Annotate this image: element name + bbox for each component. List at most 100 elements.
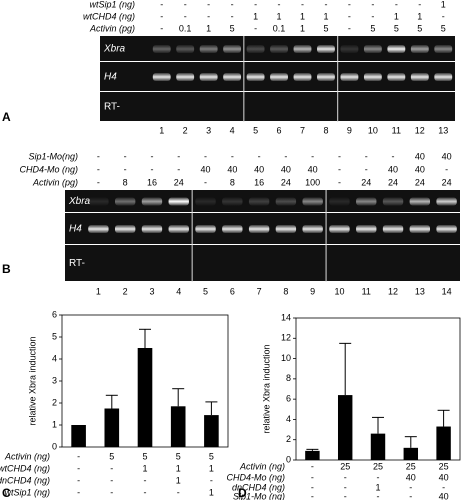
condition-value: 40 bbox=[439, 472, 449, 482]
y-tick-label: 2 bbox=[52, 397, 57, 407]
y-tick-label: 4 bbox=[286, 414, 291, 424]
condition-value: - bbox=[365, 151, 368, 161]
row-label: RT- bbox=[69, 258, 85, 269]
gel-band bbox=[387, 73, 406, 81]
gel-band bbox=[152, 73, 171, 81]
gel-band bbox=[246, 45, 265, 53]
condition-value: - bbox=[409, 491, 412, 500]
gel-row bbox=[100, 92, 455, 121]
panel-letter: C bbox=[2, 486, 11, 500]
condition-value: - bbox=[77, 487, 80, 497]
condition-value: - bbox=[160, 23, 163, 33]
condition-value: 5 bbox=[370, 23, 375, 33]
condition-value: - bbox=[97, 177, 100, 187]
condition-value: 5 bbox=[142, 451, 147, 461]
condition-value: 24 bbox=[415, 177, 425, 187]
lane-number: 12 bbox=[388, 286, 398, 296]
condition-value: - bbox=[177, 487, 180, 497]
condition-value: - bbox=[338, 164, 341, 174]
gel-band bbox=[356, 197, 377, 206]
condition-label: dnCHD4 (ng) bbox=[232, 482, 285, 492]
gel-band bbox=[340, 73, 359, 81]
bar bbox=[104, 408, 120, 447]
condition-value: - bbox=[445, 164, 448, 174]
condition-value: - bbox=[207, 0, 210, 9]
bar bbox=[436, 426, 451, 460]
gel-band bbox=[382, 225, 404, 233]
condition-value: 40 bbox=[442, 151, 452, 161]
gel-band bbox=[222, 225, 243, 233]
gel-band bbox=[340, 45, 359, 53]
y-tick-label: 6 bbox=[52, 309, 57, 319]
condition-value: 25 bbox=[373, 461, 383, 471]
gel-band bbox=[410, 73, 429, 81]
y-tick-label: 6 bbox=[286, 394, 291, 404]
condition-value: - bbox=[160, 11, 163, 21]
condition-label: dnCHD4 (ng) bbox=[0, 475, 50, 485]
condition-value: - bbox=[110, 475, 113, 485]
condition-value: - bbox=[160, 0, 163, 9]
y-tick-label: 14 bbox=[281, 312, 291, 322]
condition-value: - bbox=[395, 0, 398, 9]
y-tick-label: 3 bbox=[52, 375, 57, 385]
condition-value: 24 bbox=[174, 177, 184, 187]
condition-value: - bbox=[344, 482, 347, 492]
condition-value: 8 bbox=[230, 177, 235, 187]
row-label: H4 bbox=[104, 72, 117, 83]
lane-number: 4 bbox=[230, 125, 235, 135]
lane-number: 2 bbox=[123, 286, 128, 296]
bar bbox=[370, 433, 386, 460]
condition-value: - bbox=[377, 472, 380, 482]
lane-number: 3 bbox=[206, 125, 211, 135]
condition-value: 8 bbox=[123, 177, 128, 187]
gel-band bbox=[302, 197, 323, 206]
condition-label: Activin (ng) bbox=[4, 451, 50, 461]
gel-band bbox=[317, 45, 335, 53]
condition-value: 40 bbox=[227, 164, 237, 174]
gel-band bbox=[436, 225, 457, 233]
condition-value: - bbox=[97, 164, 100, 174]
condition-value: - bbox=[144, 475, 147, 485]
lane-number: 4 bbox=[176, 286, 181, 296]
condition-value: - bbox=[110, 463, 113, 473]
condition-label: Sip1-Mo (ng) bbox=[233, 491, 285, 500]
bar bbox=[204, 415, 219, 447]
lane-number: 1 bbox=[159, 125, 164, 135]
gel-band bbox=[195, 225, 216, 233]
y-tick-label: 12 bbox=[281, 333, 291, 343]
gel-band bbox=[356, 225, 377, 233]
condition-value: - bbox=[418, 0, 421, 9]
gel-band bbox=[152, 45, 171, 53]
condition-label: wtCHD4 (ng) bbox=[0, 463, 50, 473]
condition-value: 1 bbox=[176, 475, 181, 485]
condition-value: 40 bbox=[439, 491, 449, 500]
condition-value: - bbox=[324, 0, 327, 9]
gel-band bbox=[141, 197, 163, 206]
gel-band bbox=[329, 197, 350, 206]
condition-value: - bbox=[338, 151, 341, 161]
y-tick-label: 8 bbox=[286, 373, 291, 383]
condition-value: 40 bbox=[388, 164, 398, 174]
condition-value: 16 bbox=[254, 177, 264, 187]
condition-value: 40 bbox=[308, 164, 318, 174]
lane-number: 7 bbox=[257, 286, 262, 296]
condition-value: 5 bbox=[394, 23, 399, 33]
condition-value: 5 bbox=[176, 451, 181, 461]
condition-value: - bbox=[348, 11, 351, 21]
gel-band bbox=[434, 73, 453, 81]
condition-value: - bbox=[344, 472, 347, 482]
condition-value: - bbox=[284, 151, 287, 161]
gel-band bbox=[410, 45, 429, 53]
condition-value: 25 bbox=[406, 461, 416, 471]
condition-value: 1 bbox=[300, 11, 305, 21]
condition-value: 24 bbox=[361, 177, 371, 187]
condition-value: - bbox=[124, 164, 127, 174]
gel-band bbox=[115, 197, 136, 206]
gel-band bbox=[382, 197, 404, 206]
condition-label: Activin (pg) bbox=[89, 23, 135, 33]
condition-value: - bbox=[311, 472, 314, 482]
gel-band bbox=[329, 225, 350, 233]
condition-value: - bbox=[207, 11, 210, 21]
condition-label: CHD4-Mo (ng) bbox=[226, 472, 285, 482]
condition-value: 25 bbox=[340, 461, 350, 471]
